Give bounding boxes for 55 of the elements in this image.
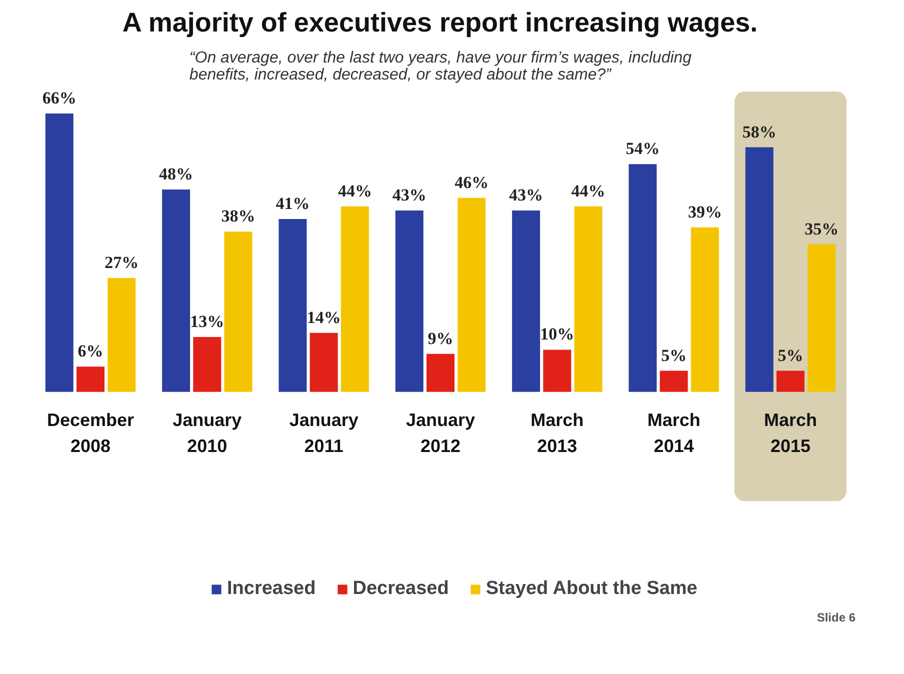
x-tick-label: January 2012: [406, 410, 476, 456]
bar: [574, 206, 602, 392]
data-label: 10%: [540, 324, 574, 344]
x-tick-label: January 2011: [289, 410, 358, 456]
bar: [76, 366, 104, 392]
bar: [628, 164, 657, 392]
data-label: 48%: [159, 164, 194, 184]
data-label: 35%: [804, 219, 839, 238]
x-tick-label: March 2014: [647, 410, 700, 456]
data-label: 5%: [661, 346, 687, 365]
bar: [395, 210, 424, 392]
data-label: 44%: [571, 181, 606, 200]
data-label: 27%: [104, 253, 139, 272]
data-label: 46%: [454, 172, 489, 192]
data-label: 54%: [626, 139, 660, 158]
data-label: 13%: [190, 312, 224, 332]
bar: [340, 206, 369, 392]
x-tick-label: March 2013: [530, 410, 584, 456]
x-tick-label: January 2010: [172, 410, 242, 456]
x-tick-label: March 2015: [764, 410, 818, 456]
bar: [193, 337, 222, 392]
data-label: 6%: [78, 342, 104, 361]
bar: [745, 147, 774, 392]
x-tick-label: December 2008: [46, 410, 134, 456]
legend-label: Decreased: [352, 578, 449, 600]
bar: [808, 244, 836, 392]
bar: [458, 198, 486, 392]
bar: [512, 210, 540, 392]
data-label: 66%: [42, 88, 76, 108]
bar: [162, 189, 190, 392]
legend-label: Increased: [227, 578, 316, 600]
bar: [278, 218, 307, 392]
text: Slide 6: [816, 610, 856, 624]
data-label: 5%: [778, 346, 804, 365]
chart-title: A majority of executives report increasing wages.: [122, 8, 758, 38]
bar: [690, 227, 719, 392]
data-label: 38%: [221, 206, 256, 226]
legend-label: Stayed About the Same: [486, 578, 698, 600]
bar: [543, 350, 572, 392]
data-label: 43%: [509, 186, 544, 205]
bar: [310, 332, 338, 392]
bar: [776, 370, 804, 392]
chart-subtitle: “On average, over the last two years, have your firm’s wages, including benefits, increased, decreased, or stayed about the same?”: [189, 50, 692, 84]
data-label: 44%: [338, 181, 372, 200]
bar: [45, 114, 74, 392]
data-label: 9%: [428, 328, 454, 348]
data-label: 41%: [276, 194, 310, 213]
data-label: 39%: [688, 202, 722, 222]
bar: [224, 232, 252, 392]
bar: [660, 370, 688, 392]
bar: [108, 278, 136, 392]
data-label: 43%: [392, 186, 426, 205]
data-label: 58%: [742, 122, 776, 142]
data-label: 14%: [306, 308, 341, 327]
bar: [426, 354, 454, 392]
